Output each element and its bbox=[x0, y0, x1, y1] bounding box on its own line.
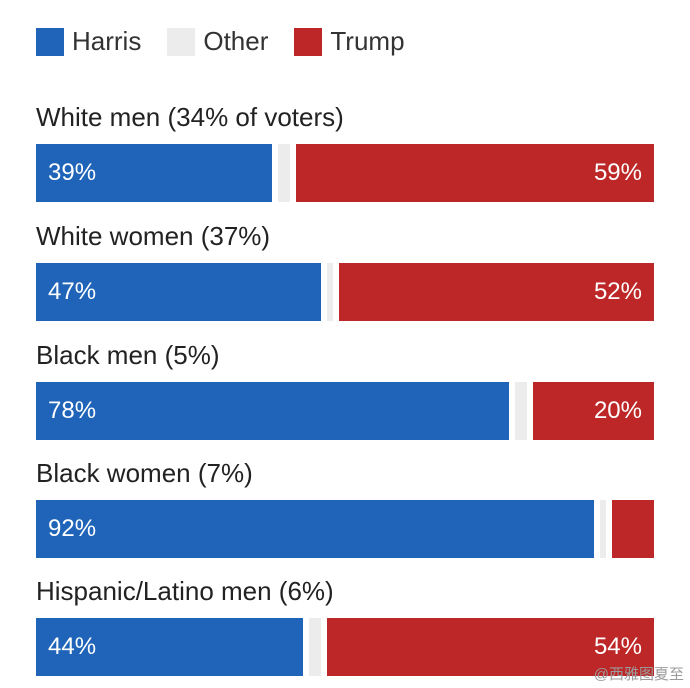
data-label-harris: 47% bbox=[48, 278, 97, 305]
bar-segment-trump bbox=[296, 144, 654, 202]
category-label: Black women (7%) bbox=[36, 458, 253, 488]
bar-segment-other bbox=[308, 618, 321, 676]
bar-segment-trump bbox=[611, 500, 654, 558]
data-label-harris: 78% bbox=[48, 397, 97, 424]
bar-group: White women (37%) 47% 52% bbox=[36, 219, 654, 321]
legend-swatch-harris bbox=[36, 27, 64, 56]
bar-row: 47% 52% bbox=[36, 263, 654, 321]
data-label-trump: 52% bbox=[593, 278, 642, 305]
bar-group: Hispanic/Latino men (6%) 44% 54% bbox=[36, 574, 654, 676]
bar-segment-other bbox=[278, 144, 291, 202]
bar-group: White men (34% of voters) 39% 59% bbox=[36, 100, 654, 202]
category-label: Hispanic/Latino men (6%) bbox=[36, 576, 334, 606]
watermark: @西雅图夏至 bbox=[593, 666, 684, 683]
bar-row: 44% 54% bbox=[36, 618, 654, 676]
data-label-harris: 39% bbox=[48, 159, 97, 186]
bar-segment-harris bbox=[36, 144, 273, 202]
legend-item-trump: Trump bbox=[294, 26, 405, 57]
data-label-harris: 92% bbox=[48, 515, 97, 542]
legend-swatch-other bbox=[167, 27, 196, 56]
bar-row: 78% 20% bbox=[36, 382, 654, 440]
legend-label-harris: Harris bbox=[72, 26, 142, 56]
legend-item-other: Other bbox=[167, 26, 268, 57]
bar-segment-harris bbox=[36, 618, 303, 676]
category-label: Black men (5%) bbox=[36, 340, 220, 370]
data-label-trump: 54% bbox=[593, 633, 642, 660]
bar-segment-other bbox=[514, 382, 527, 440]
bar-row: 39% 59% bbox=[36, 144, 654, 202]
bar-group: Black men (5%) 78% 20% bbox=[36, 338, 654, 440]
data-label-harris: 44% bbox=[48, 633, 97, 660]
bar-segment-trump bbox=[338, 263, 654, 321]
data-label-trump: 59% bbox=[593, 159, 642, 186]
legend-swatch-trump bbox=[294, 27, 323, 56]
bar-segment-harris bbox=[36, 500, 594, 558]
legend-label-trump: Trump bbox=[330, 26, 405, 56]
legend-label-other: Other bbox=[203, 26, 269, 56]
legend-item-harris: Harris bbox=[36, 26, 141, 57]
bar-segment-other bbox=[599, 500, 606, 558]
bar-segment-trump bbox=[326, 618, 654, 676]
bar-segment-harris bbox=[36, 382, 509, 440]
category-label: White women (37%) bbox=[36, 221, 271, 251]
bar-group: Black women (7%) 92% bbox=[36, 456, 654, 558]
bar-row: 92% bbox=[36, 500, 654, 558]
category-label: White men (34% of voters) bbox=[36, 102, 344, 132]
bar-segment-trump bbox=[532, 382, 654, 440]
bar-segment-harris bbox=[36, 263, 321, 321]
data-label-trump: 20% bbox=[593, 397, 642, 424]
legend: Harris Other Trump bbox=[36, 26, 431, 57]
bar-segment-other bbox=[326, 263, 333, 321]
